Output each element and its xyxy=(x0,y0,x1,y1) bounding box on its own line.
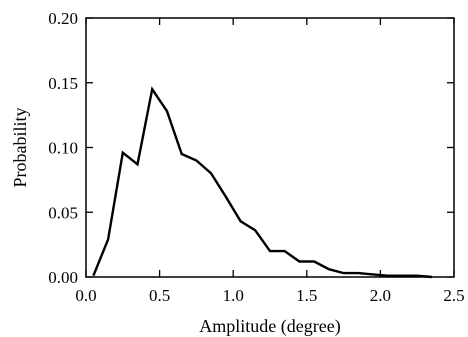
x-axis-label: Amplitude (degree) xyxy=(199,316,340,337)
x-tick-label: 2.5 xyxy=(443,286,464,305)
x-tick-label: 1.0 xyxy=(223,286,244,305)
x-tick-label: 0.5 xyxy=(149,286,170,305)
x-tick-label: 0.0 xyxy=(75,286,96,305)
y-tick-label: 0.20 xyxy=(48,9,78,28)
y-axis-label: Probability xyxy=(10,108,30,188)
plot-frame xyxy=(85,17,455,278)
probability-line xyxy=(92,86,433,279)
x-tick-label: 2.0 xyxy=(370,286,391,305)
y-tick-label: 0.00 xyxy=(48,268,78,287)
y-tick-label: 0.15 xyxy=(48,74,78,93)
x-tick-label: 1.5 xyxy=(296,286,317,305)
y-tick-label: 0.10 xyxy=(48,139,78,158)
y-tick-label: 0.05 xyxy=(48,203,78,222)
tick-labels: 0.0 0.5 1.0 1.5 2.0 2.5 0.00 0.05 0.10 0.15 0.20 xyxy=(48,9,464,305)
